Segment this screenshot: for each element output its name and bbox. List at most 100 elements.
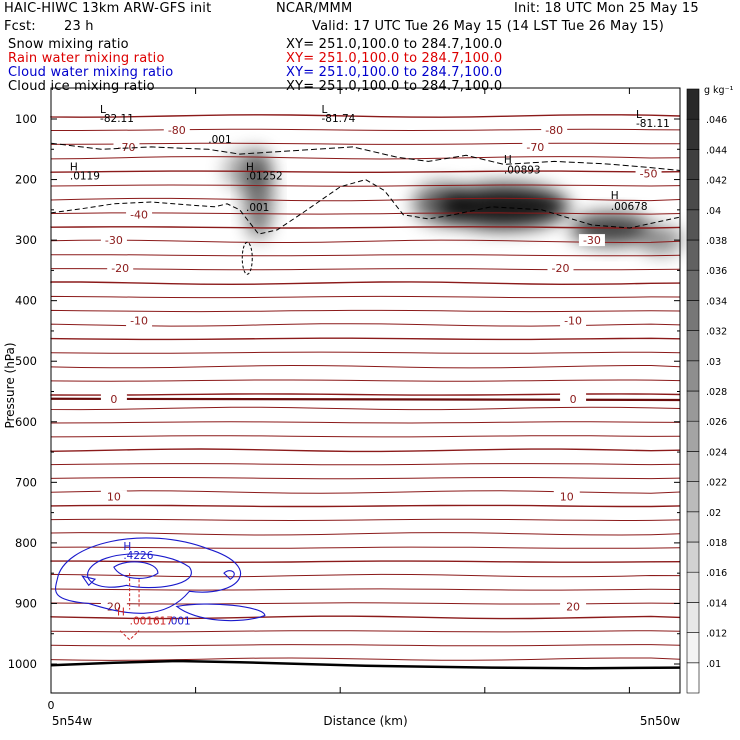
contour-extremum-label: .001 [208, 134, 231, 146]
y-tick-label: 900 [15, 596, 37, 610]
contour-extremum-label: .00893 [504, 165, 541, 177]
isotherm-line [50, 477, 681, 480]
y-tick-label: 100 [15, 112, 37, 126]
isotherm-label-bg [547, 261, 574, 274]
org-label: NCAR/MMM [276, 1, 353, 16]
forecast-label: Fcst: [4, 19, 36, 34]
isotherm-line [50, 184, 681, 187]
isotherm-label-bg [126, 314, 153, 327]
contour-extremum-label: L [636, 109, 642, 121]
isotherm-line [50, 615, 681, 620]
cloud-ice-field-xy: XY= 251.0,100.0 to 284.7,100.0 [286, 79, 503, 94]
temperature-contours: -80 -80-70 -70-50-40-30 -30-20 -20-10 -100 010… [50, 114, 681, 670]
cloud-ice-closed-contour [241, 241, 253, 275]
isotherm-label-bg [578, 234, 605, 247]
colorbar: .01 .012 .014 .016 .018 .02 .022 .024 .026 .028 .0… [686, 85, 734, 694]
colorbar-segment [686, 118, 700, 150]
isotherm-label: -20 [111, 262, 129, 275]
contour-extremum-label: -81.74 [321, 113, 355, 125]
isotherm-line [50, 406, 681, 411]
isotherm-line [50, 532, 681, 536]
contour-extremum-label: L [100, 104, 106, 116]
y-axis-title: Pressure (hPa) [3, 342, 17, 428]
cloud-water-contour [223, 570, 235, 580]
colorbar-tick-label: .038 [706, 236, 727, 247]
colorbar-tick-label: .044 [706, 145, 727, 156]
isotherm-label: 10 [560, 490, 574, 503]
colorbar-segment [686, 360, 700, 392]
contour-extremum-label: H [611, 190, 619, 202]
snow-shading-blob [438, 184, 569, 229]
plot-frame [50, 87, 681, 694]
x-start-label: 5n54w [52, 714, 93, 728]
colorbar-tick-label: .014 [706, 598, 727, 609]
cloud-water-contour [81, 575, 97, 587]
isotherm-label: -40 [130, 209, 148, 222]
y-tick-label: 300 [15, 233, 37, 247]
isotherm-line [50, 281, 681, 286]
x-zero-label: 0 [48, 699, 55, 712]
isotherm-label-bg [560, 600, 587, 613]
isotherm-label: -50 [640, 168, 658, 181]
isotherm-label: 0 [570, 393, 577, 406]
snow-shading-blob [412, 183, 469, 224]
isotherm-label: 10 [107, 490, 121, 503]
colorbar-segment [686, 571, 700, 603]
colorbar-segment [686, 390, 700, 422]
isotherm-line [50, 448, 681, 453]
snow-field-label: Snow mixing ratio [8, 37, 129, 52]
isotherm-label-bg [100, 392, 127, 405]
contour-extremum-label: .00678 [611, 201, 648, 213]
colorbar-tick-label: .018 [706, 538, 727, 549]
isotherm-label: 20 [566, 600, 580, 613]
isotherm-label: -70 [117, 141, 135, 154]
surface-line [50, 659, 681, 670]
y-tick-label: 200 [15, 173, 37, 187]
isotherm-line [50, 156, 681, 160]
colorbar-segment [686, 88, 700, 120]
contour-annotations: L-82.11L-81.74 L-81.11H.0119H.01252H.0089… [70, 104, 670, 628]
colorbar-tick-label: .036 [706, 266, 727, 277]
contour-extremum-label: .001 [246, 202, 269, 214]
colorbar-tick-label: .03 [706, 357, 721, 368]
isotherm-line [50, 518, 681, 522]
contour-extremum-label: H [70, 161, 78, 173]
cloud-water-contour [175, 603, 266, 622]
isotherm-line [50, 142, 680, 145]
cloud-ice-field-label: Cloud ice mixing ratio [8, 79, 155, 94]
contour-extremum-label: H [504, 154, 512, 166]
isotherm-line [50, 364, 681, 369]
isotherm-line [50, 239, 681, 244]
isotherm-line [50, 546, 681, 549]
isotherm-line [50, 490, 681, 494]
colorbar-segment [686, 511, 700, 543]
isotherm-line [50, 337, 681, 341]
rain-field-label: Rain water mixing ratio [8, 51, 165, 66]
isotherm-line [50, 226, 681, 229]
isotherm-line [50, 197, 681, 202]
isotherm-line [50, 309, 681, 313]
isotherm-label-bg [100, 490, 127, 503]
colorbar-segment [686, 632, 700, 664]
isotherm-line [50, 657, 681, 661]
colorbar-segment [686, 269, 700, 301]
colorbar-tick-label: .022 [706, 478, 727, 489]
isotherm-label-bg [100, 600, 127, 613]
colorbar-tick-label: .028 [706, 387, 727, 398]
isotherm-label-bg [522, 140, 549, 153]
isotherm-line [50, 254, 681, 257]
colorbar-segment [686, 420, 700, 452]
colorbar-tick-label: .032 [706, 327, 727, 338]
y-tick-label: 500 [15, 354, 37, 368]
contour-extremum-label: .01252 [246, 171, 283, 183]
forecast-hours: 23 h [64, 19, 94, 34]
colorbar-segment [686, 179, 700, 211]
isotherm-label-bg [126, 208, 153, 221]
isotherm-line [50, 379, 681, 382]
colorbar-segment [686, 239, 700, 271]
rain-water-contour [119, 573, 140, 641]
contour-extremum-label: -82.11 [100, 113, 134, 125]
colorbar-segment [686, 149, 700, 180]
cloud-water-contours [55, 537, 266, 641]
